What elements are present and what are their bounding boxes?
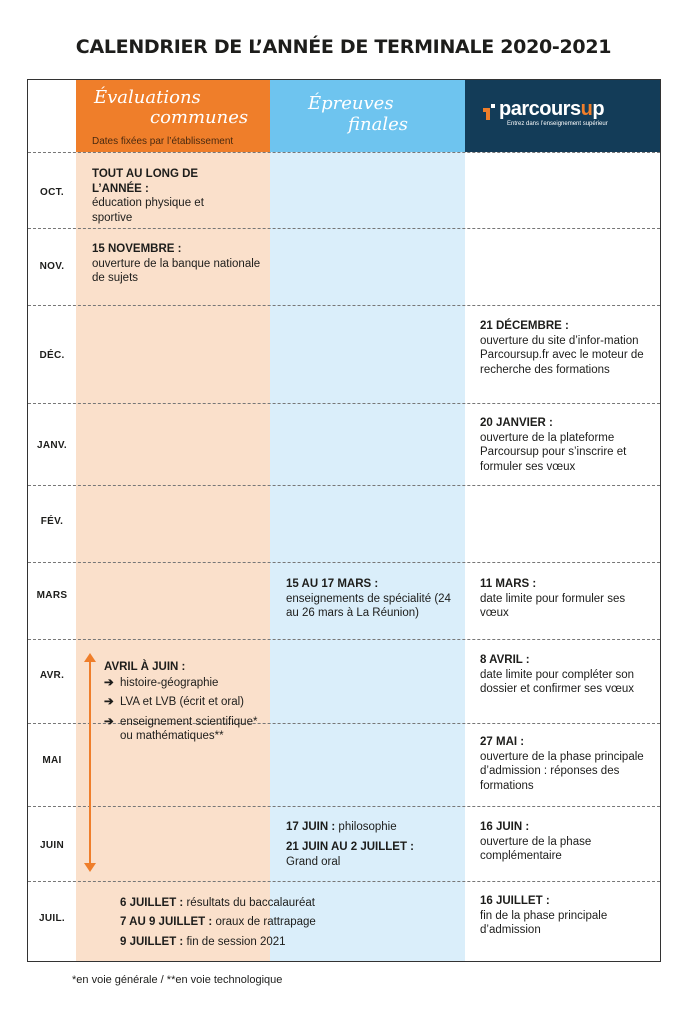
mai-parcoursup-date: 27 MAI : xyxy=(480,736,525,748)
oct-evaluation: TOUT AU LONG DE L’ANNÉE : éducation phys… xyxy=(92,167,217,225)
evaluations-header-subtitle: Dates fixées par l’établissement xyxy=(92,136,234,147)
month-avr: AVR. xyxy=(39,670,65,681)
logo-text-post: p xyxy=(592,98,605,120)
list-item: ➔ LVA et LVB (écrit et oral) xyxy=(104,695,262,710)
list-item: ➔ histoire-géographie xyxy=(104,676,262,691)
oct-evaluation-date: TOUT AU LONG DE L’ANNÉE : xyxy=(92,168,199,195)
nov-evaluation-text: ouverture de la banque nationale de suje… xyxy=(92,257,261,285)
period-range-line xyxy=(89,657,91,867)
juin-parcoursup-text: ouverture de la phase complémentaire xyxy=(480,835,592,863)
juin-parcoursup-date: 16 JUIN : xyxy=(480,821,530,833)
epreuves-header: Épreuves finales xyxy=(270,80,465,152)
juil-parcoursup-date: 16 JUILLET : xyxy=(480,895,550,907)
month-fev: FÉV. xyxy=(40,516,64,527)
evaluations-header: Évaluations communes Dates fixées par l’… xyxy=(76,80,270,152)
juil-parcoursup: 16 JUILLET : fin de la phase principale … xyxy=(480,894,652,938)
logo-text-mid: u xyxy=(580,98,593,120)
juin-philo-text: philosophie xyxy=(338,821,397,833)
nov-evaluation-date: 15 NOVEMBRE : xyxy=(92,243,182,255)
juil-line2-text: oraux de rattrapage xyxy=(215,916,316,928)
juil-fin-session-line: 9 JUILLET : fin de session 2021 xyxy=(120,935,450,950)
mars-epreuve: 15 AU 17 MARS : enseignements de spécial… xyxy=(286,577,458,621)
month-mai: MAI xyxy=(42,755,62,766)
juin-parcoursup: 16 JUIN : ouverture de la phase compléme… xyxy=(480,820,652,864)
row-separator xyxy=(28,228,660,229)
nov-evaluation: 15 NOVEMBRE : ouverture de la banque nat… xyxy=(92,242,262,286)
juil-line3-text: fin de session 2021 xyxy=(186,936,286,948)
footnote: *en voie générale / **en voie technologi… xyxy=(72,974,283,986)
list-item: ➔ enseignement scientifique* ou mathémati… xyxy=(104,715,262,744)
arrow-right-icon: ➔ xyxy=(104,676,114,689)
month-juil: JUIL. xyxy=(39,913,65,924)
avr-parcoursup-date: 8 AVRIL : xyxy=(480,654,530,666)
dec-parcoursup: 21 DÉCEMBRE : ouverture du site d’infor-… xyxy=(480,319,652,377)
juil-line2-date: 7 AU 9 JUILLET : xyxy=(120,916,213,928)
grand-oral-date: 21 JUIN AU 2 JUILLET : xyxy=(286,841,415,853)
janv-parcoursup-text: ouverture de la plateforme Parcoursup po… xyxy=(480,431,627,473)
row-separator xyxy=(28,403,660,404)
month-janv: JANV. xyxy=(36,440,68,451)
parcoursup-logo: parcoursup xyxy=(499,98,605,121)
logo-text-pre: parcours xyxy=(499,98,581,120)
parcoursup-logo-tagline: Entrez dans l’enseignement supérieur xyxy=(507,121,608,127)
mars-parcoursup-text: date limite pour formuler ses vœux xyxy=(480,592,626,620)
parcoursup-header: parcoursup Entrez dans l’enseignement su… xyxy=(465,80,660,152)
evaluations-header-line1: Évaluations xyxy=(94,87,201,108)
avr-parcoursup: 8 AVRIL : date limite pour compléter son… xyxy=(480,653,652,697)
row-separator xyxy=(28,881,660,882)
juil-line1-date: 6 JUILLET : xyxy=(120,897,184,909)
dec-parcoursup-date: 21 DÉCEMBRE : xyxy=(480,320,569,332)
oct-evaluation-text: éducation physique et sportive xyxy=(92,197,204,224)
month-nov: NOV. xyxy=(39,261,65,272)
mai-parcoursup-text: ouverture de la phase principale d’admis… xyxy=(480,750,644,792)
list-item-text: enseignement scientifique* ou mathématiq… xyxy=(120,715,258,743)
row-separator xyxy=(28,152,660,153)
juil-line1-text: résultats du baccalauréat xyxy=(186,897,315,909)
epreuves-column xyxy=(270,80,465,961)
avril-juin-evaluations: AVRIL À JUIN : ➔ histoire-géographie ➔ LVA… xyxy=(104,660,262,744)
mars-parcoursup-date: 11 MARS : xyxy=(480,578,537,590)
juin-epreuve-philosophie: 17 JUIN : philosophie xyxy=(286,820,458,835)
arrow-right-icon: ➔ xyxy=(104,696,114,708)
juin-philo-date: 17 JUIN : xyxy=(286,821,336,833)
janv-parcoursup: 20 JANVIER : ouverture de la plateforme … xyxy=(480,416,652,474)
list-item-text: LVA et LVB (écrit et oral) xyxy=(120,696,244,708)
month-mars: MARS xyxy=(36,590,68,601)
dec-parcoursup-text: ouverture du site d’infor-mation Parcour… xyxy=(480,334,644,376)
mars-epreuve-date: 15 AU 17 MARS : xyxy=(286,578,379,590)
evaluations-header-line2: communes xyxy=(150,107,249,128)
evaluations-column xyxy=(76,80,270,961)
month-oct: OCT. xyxy=(40,187,64,198)
epreuves-header-line1: Épreuves xyxy=(308,93,394,114)
arrow-down-icon xyxy=(84,863,96,872)
row-separator xyxy=(28,639,660,640)
row-separator xyxy=(28,562,660,563)
parcoursup-logo-mark-icon xyxy=(483,104,495,120)
juil-parcoursup-text: fin de la phase principale d’admission xyxy=(480,909,608,937)
page-title: CALENDRIER DE L’ANNÉE DE TERMINALE 2020-… xyxy=(75,36,612,58)
grand-oral-text: Grand oral xyxy=(286,855,341,868)
juil-results-line: 6 JUILLET : résultats du baccalauréat xyxy=(120,896,450,911)
juil-line3-date: 9 JUILLET : xyxy=(120,936,184,948)
arrow-right-icon: ➔ xyxy=(104,715,114,728)
epreuves-header-line2: finales xyxy=(348,114,408,135)
avr-parcoursup-text: date limite pour compléter son dossier e… xyxy=(480,668,635,696)
row-separator xyxy=(28,806,660,807)
list-item-text: histoire-géographie xyxy=(120,676,219,689)
juil-rattrapage-line: 7 AU 9 JUILLET : oraux de rattrapage xyxy=(120,915,450,930)
mars-parcoursup: 11 MARS : date limite pour formuler ses … xyxy=(480,577,652,621)
juin-epreuve-grand-oral: 21 JUIN AU 2 JUILLET : Grand oral xyxy=(286,840,458,869)
calendar-table: Évaluations communes Dates fixées par l’… xyxy=(27,79,661,962)
mai-parcoursup: 27 MAI : ouverture de la phase principal… xyxy=(480,735,652,793)
row-separator xyxy=(28,723,660,724)
month-dec: DÉC. xyxy=(39,350,65,361)
mars-epreuve-text: enseignements de spécialité (24 au 26 ma… xyxy=(286,592,451,620)
avril-juin-date: AVRIL À JUIN : xyxy=(104,661,186,673)
janv-parcoursup-date: 20 JANVIER : xyxy=(480,417,553,429)
month-juin: JUIN xyxy=(40,840,64,851)
row-separator xyxy=(28,305,660,306)
row-separator xyxy=(28,485,660,486)
